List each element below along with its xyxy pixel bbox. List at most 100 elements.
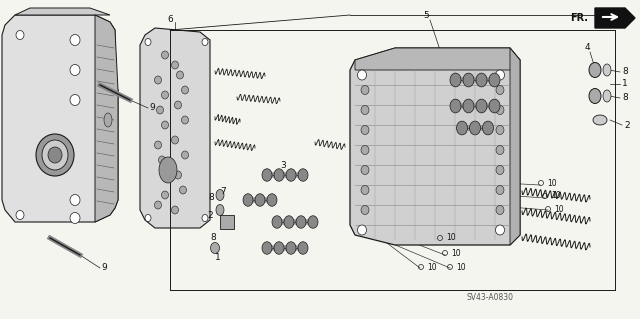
Ellipse shape	[361, 125, 369, 135]
Ellipse shape	[296, 216, 306, 228]
Ellipse shape	[70, 64, 80, 76]
Ellipse shape	[70, 94, 80, 106]
Ellipse shape	[496, 205, 504, 214]
Text: 8: 8	[208, 192, 214, 202]
Ellipse shape	[496, 145, 504, 154]
Ellipse shape	[495, 70, 504, 80]
Ellipse shape	[262, 242, 272, 254]
Ellipse shape	[476, 73, 487, 87]
Ellipse shape	[476, 99, 487, 113]
Ellipse shape	[159, 156, 166, 164]
Polygon shape	[15, 8, 110, 15]
Ellipse shape	[593, 115, 607, 125]
Ellipse shape	[145, 39, 151, 46]
Polygon shape	[95, 15, 118, 222]
Ellipse shape	[495, 225, 504, 235]
Text: 8: 8	[622, 93, 628, 102]
Ellipse shape	[298, 242, 308, 254]
Ellipse shape	[216, 189, 224, 201]
Ellipse shape	[483, 121, 493, 135]
Ellipse shape	[154, 201, 161, 209]
Ellipse shape	[161, 191, 168, 199]
Ellipse shape	[603, 90, 611, 102]
Text: 1: 1	[215, 254, 221, 263]
Ellipse shape	[286, 242, 296, 254]
Bar	[220, 215, 234, 229]
Ellipse shape	[70, 195, 80, 205]
Ellipse shape	[361, 85, 369, 94]
Text: 9: 9	[101, 263, 107, 271]
Ellipse shape	[496, 106, 504, 115]
Ellipse shape	[179, 186, 186, 194]
Ellipse shape	[463, 73, 474, 87]
Ellipse shape	[255, 194, 265, 206]
Text: 8: 8	[210, 234, 216, 242]
Ellipse shape	[161, 121, 168, 129]
Polygon shape	[2, 15, 118, 222]
Ellipse shape	[267, 194, 277, 206]
Ellipse shape	[358, 225, 367, 235]
Ellipse shape	[284, 216, 294, 228]
Ellipse shape	[42, 140, 68, 170]
Ellipse shape	[175, 101, 182, 109]
Ellipse shape	[211, 242, 220, 254]
Polygon shape	[140, 28, 210, 228]
Ellipse shape	[463, 99, 474, 113]
Ellipse shape	[272, 216, 282, 228]
Ellipse shape	[182, 116, 189, 124]
Text: 6: 6	[167, 14, 173, 24]
Ellipse shape	[456, 121, 467, 135]
Ellipse shape	[361, 205, 369, 214]
Ellipse shape	[175, 171, 182, 179]
Ellipse shape	[496, 125, 504, 135]
Ellipse shape	[154, 141, 161, 149]
Ellipse shape	[182, 86, 189, 94]
Ellipse shape	[177, 71, 184, 79]
Text: 1: 1	[622, 79, 628, 88]
Ellipse shape	[36, 134, 74, 176]
Text: 4: 4	[584, 43, 590, 53]
Ellipse shape	[603, 64, 611, 76]
Ellipse shape	[361, 145, 369, 154]
Text: 9: 9	[149, 102, 155, 112]
Text: 10: 10	[451, 249, 461, 257]
Ellipse shape	[172, 61, 179, 69]
Ellipse shape	[361, 106, 369, 115]
Ellipse shape	[202, 214, 208, 221]
Ellipse shape	[16, 211, 24, 219]
Polygon shape	[355, 48, 520, 70]
Ellipse shape	[161, 51, 168, 59]
Ellipse shape	[48, 147, 62, 163]
Text: 5: 5	[423, 11, 429, 20]
Ellipse shape	[274, 242, 284, 254]
Ellipse shape	[274, 169, 284, 181]
Ellipse shape	[450, 99, 461, 113]
Ellipse shape	[159, 157, 177, 183]
Ellipse shape	[161, 91, 168, 99]
Ellipse shape	[589, 88, 601, 103]
Ellipse shape	[70, 34, 80, 46]
Ellipse shape	[172, 136, 179, 144]
Text: FR.: FR.	[570, 13, 588, 23]
Text: 3: 3	[280, 160, 285, 169]
Text: 10: 10	[446, 234, 456, 242]
Ellipse shape	[286, 169, 296, 181]
Ellipse shape	[489, 99, 500, 113]
Ellipse shape	[182, 151, 189, 159]
Ellipse shape	[589, 63, 601, 78]
Text: 7: 7	[220, 187, 226, 196]
Polygon shape	[595, 8, 635, 28]
Text: 10: 10	[547, 179, 557, 188]
Ellipse shape	[298, 169, 308, 181]
Ellipse shape	[361, 186, 369, 195]
Text: 10: 10	[554, 204, 564, 213]
Polygon shape	[350, 48, 520, 245]
Ellipse shape	[262, 169, 272, 181]
Ellipse shape	[450, 73, 461, 87]
Ellipse shape	[216, 204, 224, 216]
Ellipse shape	[70, 212, 80, 224]
Text: 2: 2	[624, 121, 630, 130]
Ellipse shape	[496, 85, 504, 94]
Ellipse shape	[358, 70, 367, 80]
Ellipse shape	[172, 206, 179, 214]
